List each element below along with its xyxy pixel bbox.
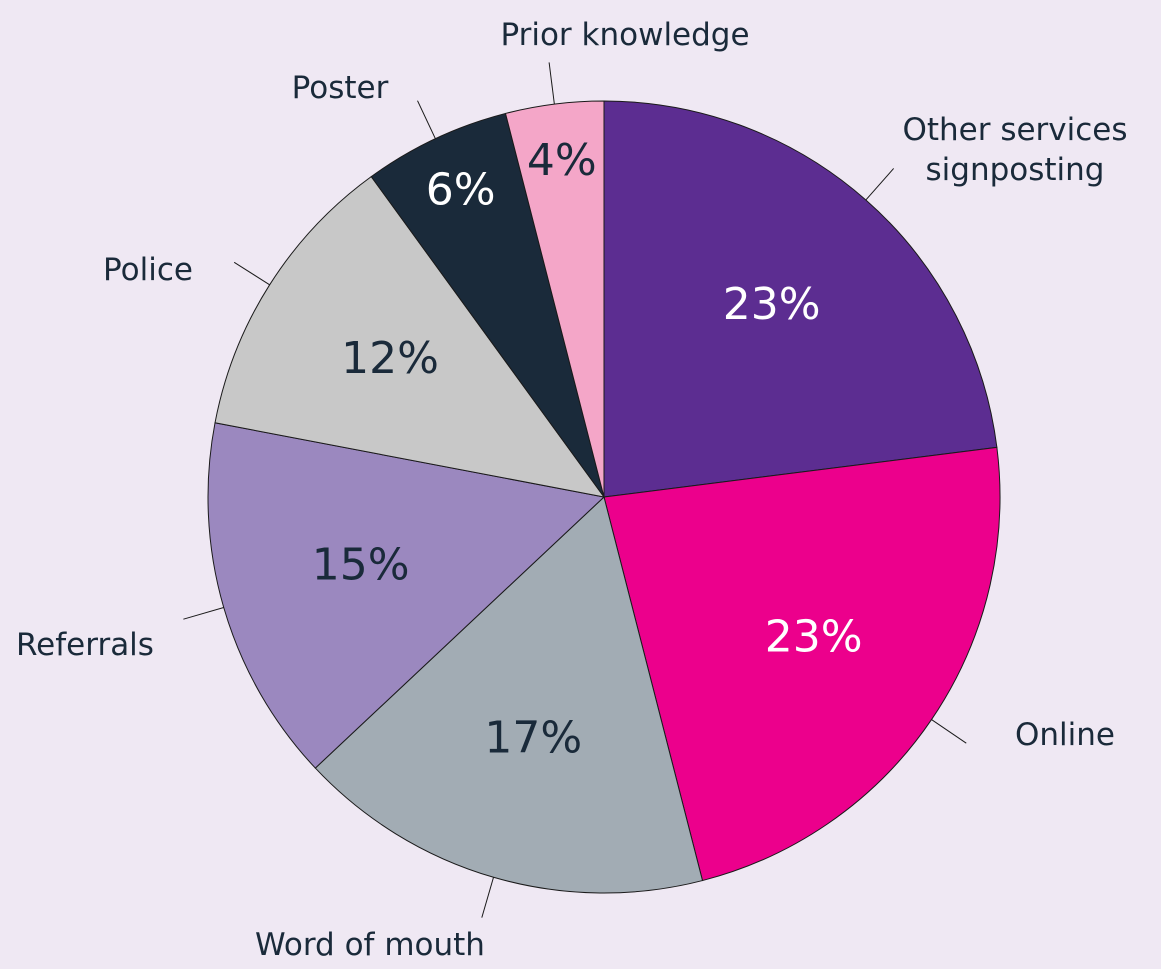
leader-line [931,719,967,744]
leader-line [417,100,436,139]
value-label: 17% [484,712,582,763]
leader-line [548,62,555,105]
value-label: 6% [426,164,496,215]
leader-line [233,261,270,286]
category-label: Online [1015,717,1115,753]
category-label: Referrals [16,627,154,663]
value-label: 12% [341,333,439,384]
pie-slice [603,100,998,498]
pie-slice [603,446,1001,882]
category-label: Poster [291,70,389,106]
value-label: 15% [312,540,410,591]
pie-slice [207,422,606,769]
category-label: Other services signposting [902,112,1128,188]
category-label: Word of mouth [255,927,485,963]
leader-line [183,607,224,620]
value-label: 4% [527,135,597,186]
value-label: 23% [723,279,821,330]
value-label: 23% [765,611,863,662]
pie-slice [504,100,605,498]
category-label: Police [103,252,193,288]
category-label: Prior knowledge [500,17,750,53]
pie-slice [214,175,606,498]
leader-line [481,877,494,918]
leader-line [865,168,895,201]
